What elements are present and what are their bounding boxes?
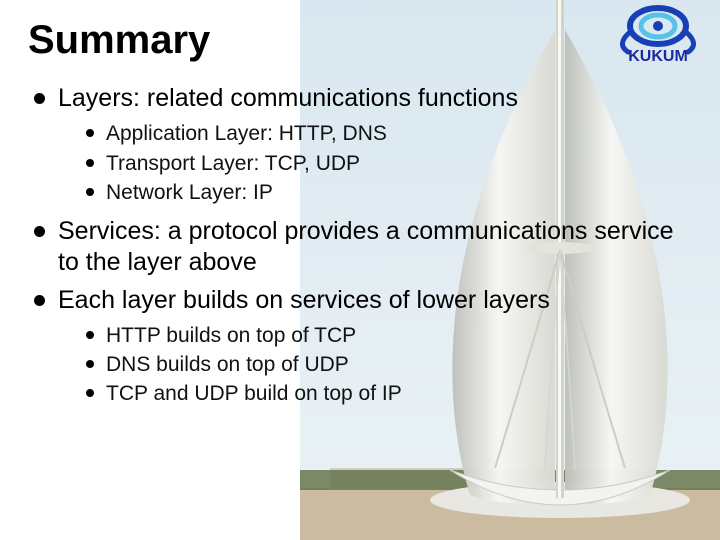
- kukum-logo: KUKUM: [606, 4, 710, 64]
- top-bullet-list: Layers: related communications functions…: [28, 83, 692, 408]
- sub-item: DNS builds on top of UDP: [84, 351, 692, 378]
- sub-item: Application Layer: HTTP, DNS: [84, 120, 692, 147]
- sub-list-layers: Application Layer: HTTP, DNS Transport L…: [58, 120, 692, 206]
- sub-item: HTTP builds on top of TCP: [84, 322, 692, 349]
- bullet-services: Services: a protocol provides a communic…: [30, 216, 692, 279]
- bullet-layers: Layers: related communications functions…: [30, 83, 692, 206]
- sub-item: TCP and UDP build on top of IP: [84, 380, 692, 407]
- bullet-text: Layers: related communications functions: [58, 84, 518, 112]
- bullet-each-layer: Each layer builds on services of lower l…: [30, 285, 692, 408]
- logo-text: KUKUM: [628, 48, 688, 64]
- slide-title: Summary: [28, 18, 692, 63]
- sub-item: Transport Layer: TCP, UDP: [84, 150, 692, 177]
- bullet-text: Each layer builds on services of lower l…: [58, 286, 550, 314]
- bullet-text: Services: a protocol provides a communic…: [58, 217, 674, 276]
- sub-list-builds: HTTP builds on top of TCP DNS builds on …: [58, 322, 692, 408]
- sub-item: Network Layer: IP: [84, 179, 692, 206]
